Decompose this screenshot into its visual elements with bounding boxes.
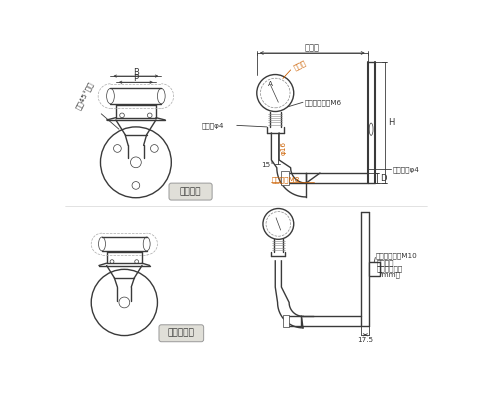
Bar: [369, 262, 380, 276]
Text: 六角稴付ボルM6: 六角稴付ボルM6: [304, 99, 342, 106]
Text: 左号45°回転: 左号45°回転: [75, 81, 96, 111]
Text: 皿ねじφ4: 皿ねじφ4: [202, 122, 225, 129]
Text: 止めねじM8: 止めねじM8: [271, 176, 300, 183]
Text: D: D: [380, 174, 386, 183]
Text: 六角レンチ：: 六角レンチ：: [377, 266, 403, 272]
Text: B: B: [133, 68, 139, 77]
Text: φ16: φ16: [281, 141, 287, 156]
Text: 17.5: 17.5: [357, 337, 373, 343]
Text: アンカー用: アンカー用: [168, 329, 195, 338]
Text: A: A: [267, 81, 273, 87]
Bar: [283, 315, 289, 327]
Text: 手摂径: 手摂径: [292, 59, 307, 71]
Text: 出寸法: 出寸法: [305, 43, 320, 52]
Text: 15°: 15°: [262, 162, 275, 168]
Text: アンカーねじM10: アンカーねじM10: [375, 253, 417, 259]
Text: H: H: [388, 118, 394, 127]
Text: （締付用: （締付用: [377, 260, 395, 266]
FancyBboxPatch shape: [159, 325, 204, 342]
Bar: [281, 171, 289, 185]
Text: P: P: [133, 74, 138, 83]
Text: 丸皿ねじφ4: 丸皿ねじφ4: [392, 166, 419, 172]
Text: 7mm）: 7mm）: [377, 272, 400, 278]
FancyBboxPatch shape: [169, 183, 212, 200]
Text: 木ねじ用: 木ねじ用: [180, 187, 201, 196]
